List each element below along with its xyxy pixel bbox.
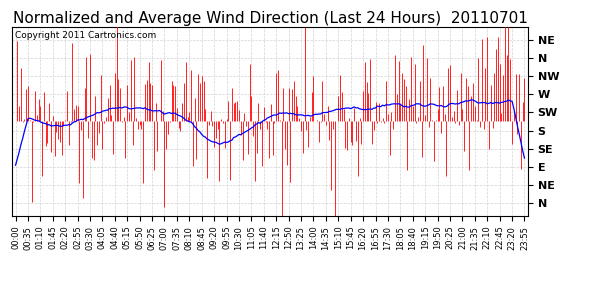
- Title: Normalized and Average Wind Direction (Last 24 Hours)  20110701: Normalized and Average Wind Direction (L…: [13, 11, 527, 26]
- Text: Copyright 2011 Cartronics.com: Copyright 2011 Cartronics.com: [14, 31, 156, 40]
